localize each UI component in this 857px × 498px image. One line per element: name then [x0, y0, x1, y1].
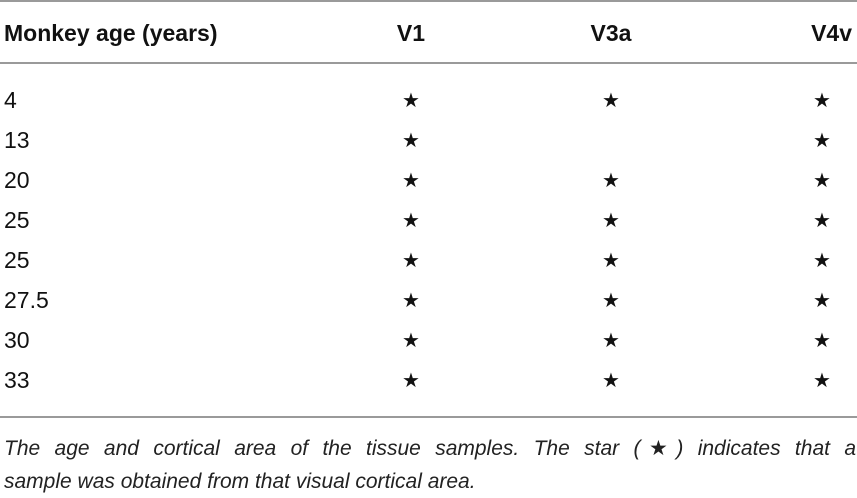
table-header-rule	[0, 62, 857, 64]
table-caption: The age and cortical area of the tissue …	[4, 432, 856, 498]
v3a-star-icon: ★	[602, 208, 620, 232]
table-row: 25 ★ ★ ★	[0, 200, 857, 240]
caption-line-1: The age and cortical area of the tissue …	[4, 437, 856, 460]
age-cell: 20	[4, 167, 30, 193]
v1-star-icon: ★	[402, 88, 420, 112]
table-row: 27.5 ★ ★ ★	[0, 280, 857, 320]
age-cell: 25	[4, 207, 30, 233]
v1-star-icon: ★	[402, 368, 420, 392]
age-cell: 30	[4, 327, 30, 353]
table-top-rule	[0, 0, 857, 2]
table-row: 33 ★ ★ ★	[0, 360, 857, 400]
table-row: 20 ★ ★ ★	[0, 160, 857, 200]
table-body: 4 ★ ★ ★ 13 ★ ★ 20 ★ ★ ★ 25 ★ ★ ★ 25 ★ ★ …	[0, 80, 857, 400]
v4v-star-icon: ★	[813, 128, 831, 152]
v1-star-icon: ★	[402, 128, 420, 152]
v3a-star-icon: ★	[602, 288, 620, 312]
table-row: 4 ★ ★ ★	[0, 80, 857, 120]
v4v-star-icon: ★	[813, 88, 831, 112]
header-v4v: V4v	[811, 20, 852, 46]
age-cell: 27.5	[4, 287, 49, 313]
table-header-row: Monkey age (years) V1 V3a V4v	[0, 13, 857, 53]
v1-star-icon: ★	[402, 328, 420, 352]
v4v-star-icon: ★	[813, 248, 831, 272]
v3a-star-icon: ★	[602, 168, 620, 192]
age-cell: 33	[4, 367, 30, 393]
v3a-star-icon: ★	[602, 328, 620, 352]
v4v-star-icon: ★	[813, 168, 831, 192]
v3a-star-icon: ★	[602, 248, 620, 272]
v1-star-icon: ★	[402, 208, 420, 232]
v3a-star-icon: ★	[602, 368, 620, 392]
table-row: 13 ★ ★	[0, 120, 857, 160]
header-v3a: V3a	[590, 20, 632, 46]
v4v-star-icon: ★	[813, 288, 831, 312]
table-bottom-rule	[0, 416, 857, 418]
table-row: 25 ★ ★ ★	[0, 240, 857, 280]
v1-star-icon: ★	[402, 288, 420, 312]
age-cell: 4	[4, 87, 17, 113]
caption-line-2: sample was obtained from that visual cor…	[4, 470, 476, 493]
header-v1: V1	[396, 20, 426, 46]
v3a-star-icon: ★	[602, 88, 620, 112]
v4v-star-icon: ★	[813, 208, 831, 232]
header-monkey-age: Monkey age (years)	[4, 20, 218, 46]
v1-star-icon: ★	[402, 168, 420, 192]
v1-star-icon: ★	[402, 248, 420, 272]
table-row: 30 ★ ★ ★	[0, 320, 857, 360]
v4v-star-icon: ★	[813, 368, 831, 392]
v4v-star-icon: ★	[813, 328, 831, 352]
age-cell: 25	[4, 247, 30, 273]
age-cell: 13	[4, 127, 30, 153]
